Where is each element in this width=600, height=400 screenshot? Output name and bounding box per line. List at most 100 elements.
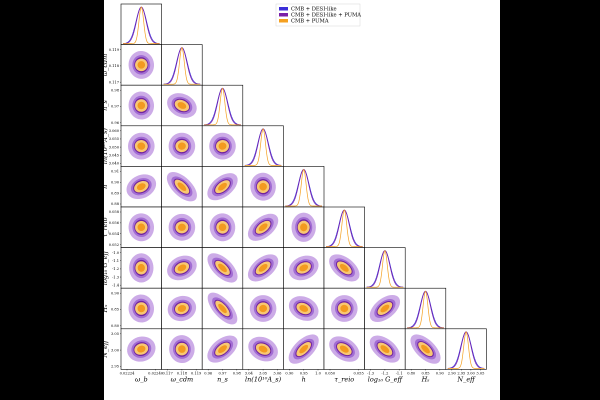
legend-swatch-2 bbox=[279, 19, 288, 23]
contour-inner-orange bbox=[299, 264, 309, 272]
y-tick-label: 0.91 bbox=[111, 170, 119, 174]
panel-frame bbox=[283, 328, 325, 370]
contour-inner-orange bbox=[137, 61, 146, 69]
contour-inner-orange bbox=[137, 345, 146, 353]
panel-frame bbox=[242, 125, 284, 167]
y-axis-label: log₁₀ G_eff bbox=[101, 249, 109, 285]
y-tick-label: -1.1 bbox=[112, 259, 119, 263]
x-tick-label: 0.050 bbox=[325, 371, 336, 375]
panel-6-6 bbox=[364, 247, 406, 289]
y-tick-label: 3.00 bbox=[111, 348, 120, 352]
x-tick-label: 0.90 bbox=[436, 371, 445, 375]
panel-5-3 bbox=[242, 206, 284, 248]
x-tick-label: 3.04 bbox=[245, 371, 254, 375]
x-tick-label: 0.85 bbox=[421, 371, 430, 375]
legend-label-0: CMB + DESI-like bbox=[291, 6, 337, 12]
contour-inner-orange bbox=[218, 142, 227, 150]
x-tick-label: 0.97 bbox=[218, 371, 227, 375]
panel-6-2 bbox=[201, 247, 244, 289]
y-tick-label: 3.050 bbox=[109, 145, 120, 149]
y-tick-label: 0.98 bbox=[111, 88, 120, 92]
panel-frame bbox=[404, 287, 447, 330]
panel-frame bbox=[323, 206, 365, 248]
marginal-curve-2 bbox=[285, 168, 322, 207]
x-tick-label: 0.02240 bbox=[148, 371, 164, 375]
contour-inner-orange bbox=[380, 304, 390, 313]
x-axis-label: τ_reio bbox=[334, 375, 354, 383]
legend-swatch-1 bbox=[279, 13, 288, 17]
x-axis-label: ln(10¹⁰A_s) bbox=[245, 375, 282, 383]
x-tick-label: 1.0 bbox=[315, 371, 321, 375]
legend-label-2: CMB + PUMA bbox=[291, 18, 329, 24]
panel-2-0: 0.98 0.97 0.96 n_s bbox=[101, 84, 162, 127]
panel-6-1 bbox=[161, 247, 203, 289]
contour-inner-orange bbox=[258, 264, 268, 272]
panel-4-1 bbox=[161, 166, 203, 208]
panel-3-1 bbox=[161, 125, 203, 167]
contour-inner-orange bbox=[218, 303, 227, 314]
contour-inner-orange bbox=[137, 263, 145, 272]
y-axis-label: ln(10¹⁰A_s) bbox=[101, 128, 109, 165]
x-tick-label: 0.119 bbox=[191, 371, 202, 375]
panel-3-3 bbox=[242, 125, 284, 167]
y-tick-label: 3.045 bbox=[109, 153, 120, 157]
x-tick-label: 3.06 bbox=[273, 371, 282, 375]
panel-5-5 bbox=[323, 206, 365, 248]
y-tick-label: 0.119 bbox=[109, 48, 120, 52]
legend-swatch-0 bbox=[279, 7, 288, 11]
contour-inner-orange bbox=[218, 182, 227, 191]
x-axis-label: ω_b bbox=[135, 375, 148, 383]
y-axis-label: n_s bbox=[101, 99, 109, 110]
contour-inner-orange bbox=[177, 182, 187, 191]
contour-inner-orange bbox=[421, 344, 430, 354]
y-tick-label: 0.052 bbox=[109, 243, 119, 247]
panel-6-5 bbox=[323, 247, 365, 289]
contour-inner-orange bbox=[258, 223, 268, 232]
contour-inner-orange bbox=[218, 345, 227, 353]
x-axis-label: ω_cdm bbox=[171, 375, 194, 383]
contour-inner-orange bbox=[339, 264, 349, 272]
y-tick-label: 0.054 bbox=[109, 232, 120, 236]
panel-frame bbox=[445, 328, 487, 370]
panel-7-5 bbox=[323, 287, 365, 330]
y-tick-label: 0.90 bbox=[111, 180, 120, 184]
legend-label-1: CMB + DESI-like + PUMA bbox=[291, 12, 361, 18]
x-tick-label: 0.98 bbox=[233, 371, 242, 375]
panel-4-3 bbox=[242, 166, 284, 208]
contour-inner-orange bbox=[137, 142, 146, 150]
x-axis-label: Hₛ bbox=[421, 375, 430, 383]
contour-inner-orange bbox=[339, 345, 349, 353]
panel-5-0: 0.058 0.056 0.054 0.052 τ_reio bbox=[101, 206, 162, 248]
panel-frame bbox=[120, 3, 162, 45]
panel-7-7 bbox=[404, 287, 447, 330]
panel-4-0: 0.91 0.90 0.89 0.88 h bbox=[101, 166, 162, 208]
marginal-curve-2 bbox=[123, 6, 160, 44]
x-tick-label: 0.118 bbox=[177, 371, 188, 375]
panel-2-2 bbox=[201, 84, 244, 127]
panel-frame bbox=[283, 166, 325, 208]
marginal-curve-2 bbox=[326, 209, 363, 247]
y-axis-label: Hₛ bbox=[101, 305, 109, 314]
contour-inner-orange bbox=[136, 183, 146, 191]
contour-inner-orange bbox=[300, 223, 308, 232]
y-tick-label: -1.4 bbox=[112, 283, 120, 287]
contour-inner-orange bbox=[299, 305, 309, 312]
contour-inner-orange bbox=[177, 102, 187, 109]
contour-inner-orange bbox=[137, 223, 146, 232]
contour-inner-orange bbox=[218, 263, 227, 273]
y-tick-label: 3.05 bbox=[111, 332, 120, 336]
marginal-curve-2 bbox=[163, 46, 201, 85]
y-tick-label: 0.118 bbox=[109, 64, 120, 68]
contour-inner-orange bbox=[178, 223, 186, 231]
panel-1-1 bbox=[161, 44, 203, 86]
y-axis-label: N_eff bbox=[101, 339, 109, 359]
marginal-curve-2 bbox=[366, 249, 404, 288]
panel-7-6 bbox=[364, 287, 406, 330]
x-tick-label: -1.1 bbox=[396, 371, 403, 375]
contour-inner-orange bbox=[137, 304, 146, 313]
x-tick-label: 0.90 bbox=[285, 371, 294, 375]
panel-3-2 bbox=[201, 125, 244, 167]
